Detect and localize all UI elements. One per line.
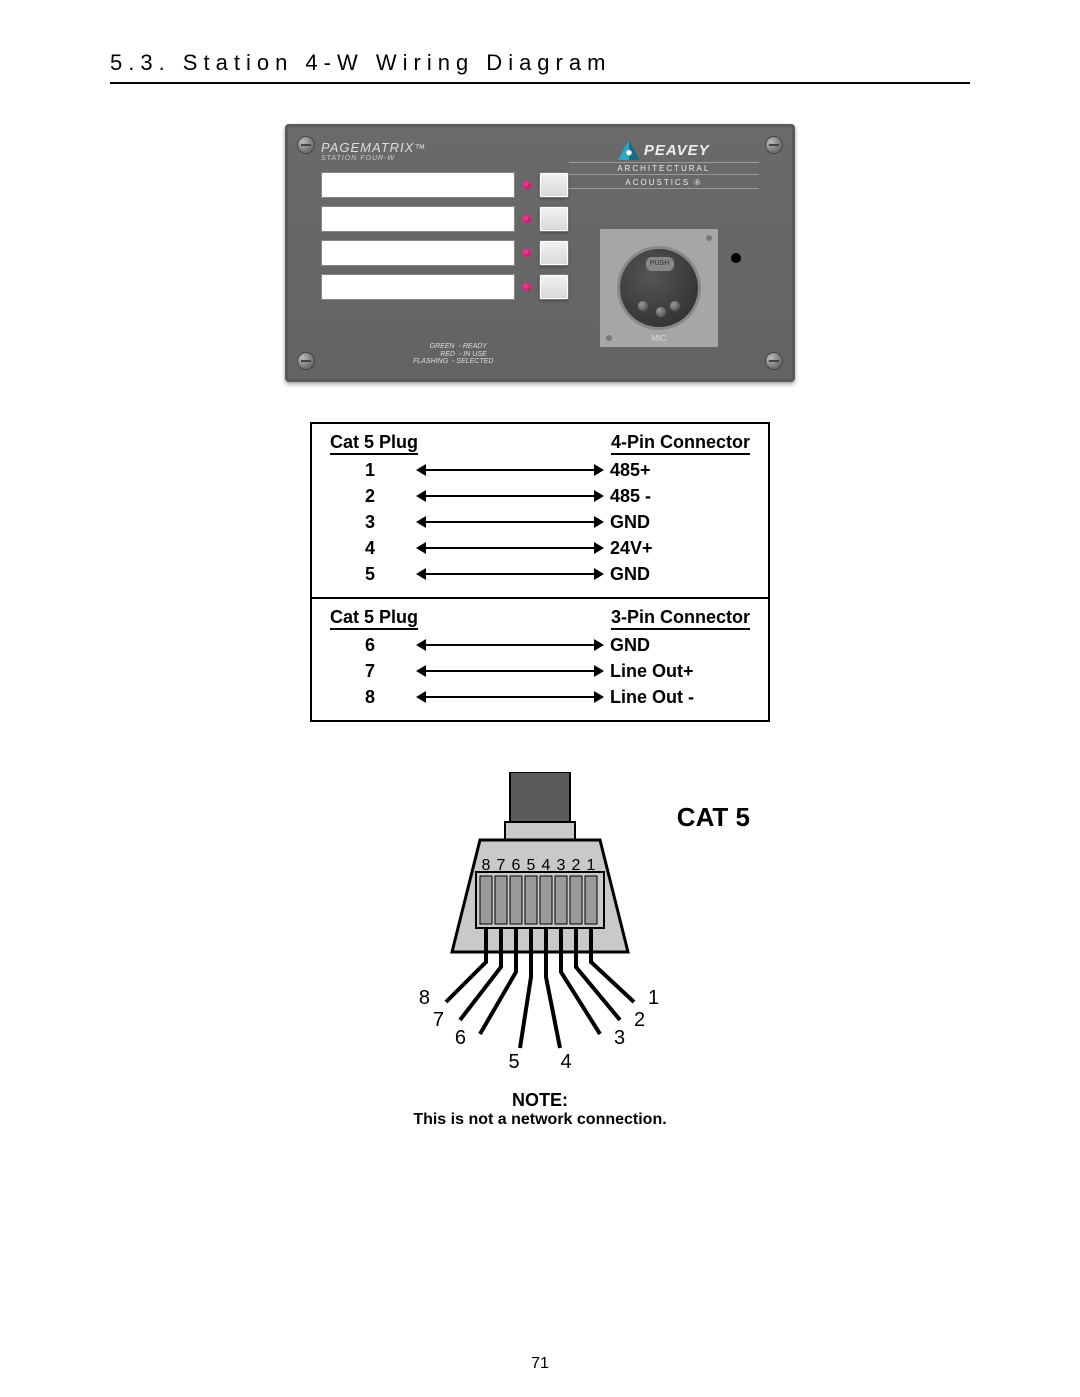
svg-text:3: 3 xyxy=(614,1027,625,1049)
pin-top-2: 2 xyxy=(572,857,581,874)
arrow-icon xyxy=(418,521,602,523)
screw-icon xyxy=(297,352,315,370)
zone-button xyxy=(539,274,569,300)
pin-number: 2 xyxy=(330,486,410,507)
wiring-head-right: 3-Pin Connector xyxy=(611,607,750,630)
signal-name: 24V+ xyxy=(610,538,750,559)
wiring-head-left: Cat 5 Plug xyxy=(330,432,418,455)
pin-top-4: 4 xyxy=(542,857,551,874)
label-slot xyxy=(321,274,515,300)
pin-number: 5 xyxy=(330,564,410,585)
signal-name: GND xyxy=(610,564,750,585)
arrow-icon xyxy=(418,670,602,672)
screw-icon xyxy=(765,352,783,370)
dot-icon xyxy=(731,253,741,263)
note-title: NOTE: xyxy=(390,1090,690,1111)
led-icon xyxy=(523,181,531,189)
xlr-connector: PUSH MIC xyxy=(599,228,719,348)
led-icon xyxy=(523,283,531,291)
brand-sub: STATION FOUR-W xyxy=(321,155,569,162)
screw-icon xyxy=(765,136,783,154)
peavey-sub2: ACOUSTICS ® xyxy=(569,177,759,189)
button-rows xyxy=(321,168,569,304)
panel-illustration: PAGEMATRIX™ STATION FOUR-W GREEN- READY … xyxy=(110,124,970,382)
svg-text:7: 7 xyxy=(433,1009,444,1031)
signal-name: 485+ xyxy=(610,460,750,481)
wiring-head-left: Cat 5 Plug xyxy=(330,607,418,630)
wiring-section-1: Cat 5 Plug 4-Pin Connector 1485+ 2485 - … xyxy=(312,424,768,597)
peavey-sub1: ARCHITECTURAL xyxy=(569,162,759,175)
zone-button xyxy=(539,206,569,232)
label-slot xyxy=(321,240,515,266)
signal-name: 485 - xyxy=(610,486,750,507)
brand-tm: ™ xyxy=(414,143,426,155)
pin-top-5: 5 xyxy=(527,857,536,874)
signal-name: GND xyxy=(610,635,750,656)
label-slot xyxy=(321,206,515,232)
arrow-icon xyxy=(418,573,602,575)
pin-number: 8 xyxy=(330,687,410,708)
zone-button xyxy=(539,240,569,266)
pin-top-7: 7 xyxy=(497,857,506,874)
pin-number: 7 xyxy=(330,661,410,682)
signal-name: Line Out+ xyxy=(610,661,750,682)
arrow-icon xyxy=(418,495,602,497)
triangle-icon xyxy=(618,140,640,160)
note-text: This is not a network connection. xyxy=(390,1111,690,1129)
signal-name: GND xyxy=(610,512,750,533)
svg-text:8: 8 xyxy=(419,987,430,1009)
rj45-plug-icon: 8 7 6 5 4 3 2 1 8 xyxy=(410,772,670,1082)
pin-number: 6 xyxy=(330,635,410,656)
screw-icon xyxy=(297,136,315,154)
wiring-table: Cat 5 Plug 4-Pin Connector 1485+ 2485 - … xyxy=(310,422,770,722)
led-icon xyxy=(523,249,531,257)
peavey-logo: PEAVEY ARCHITECTURAL ACOUSTICS ® xyxy=(569,140,759,189)
pin-top-6: 6 xyxy=(512,857,521,874)
section-title: 5.3. Station 4-W Wiring Diagram xyxy=(110,50,970,84)
cat5-title: CAT 5 xyxy=(677,802,750,833)
svg-text:5: 5 xyxy=(508,1051,519,1073)
svg-text:2: 2 xyxy=(634,1009,645,1031)
arrow-icon xyxy=(418,469,602,471)
brand-main: PAGEMATRIX xyxy=(321,140,414,155)
arrow-icon xyxy=(418,644,602,646)
svg-text:1: 1 xyxy=(648,987,659,1009)
wiring-head-right: 4-Pin Connector xyxy=(611,432,750,455)
pin-number: 1 xyxy=(330,460,410,481)
page-number: 71 xyxy=(0,1355,1080,1373)
led-legend: GREEN- READY RED- IN USE FLASHING- SELEC… xyxy=(321,343,569,366)
wiring-section-2: Cat 5 Plug 3-Pin Connector 6 GND 7 Line Ou… xyxy=(312,597,768,720)
peavey-name: PEAVEY xyxy=(644,142,710,159)
zone-button xyxy=(539,172,569,198)
svg-text:6: 6 xyxy=(455,1027,466,1049)
screw-icon xyxy=(706,235,712,241)
pin-top-8: 8 xyxy=(482,857,491,874)
mic-label: MIC xyxy=(600,334,718,343)
pin-top-3: 3 xyxy=(557,857,566,874)
led-icon xyxy=(523,215,531,223)
svg-text:4: 4 xyxy=(560,1051,571,1073)
label-slot xyxy=(321,172,515,198)
pin-top-1: 1 xyxy=(587,857,596,874)
signal-name: Line Out - xyxy=(610,687,750,708)
arrow-icon xyxy=(418,696,602,698)
pin-number: 4 xyxy=(330,538,410,559)
pin-number: 3 xyxy=(330,512,410,533)
cat5-diagram: CAT 5 8 7 xyxy=(390,772,690,1129)
arrow-icon xyxy=(418,547,602,549)
